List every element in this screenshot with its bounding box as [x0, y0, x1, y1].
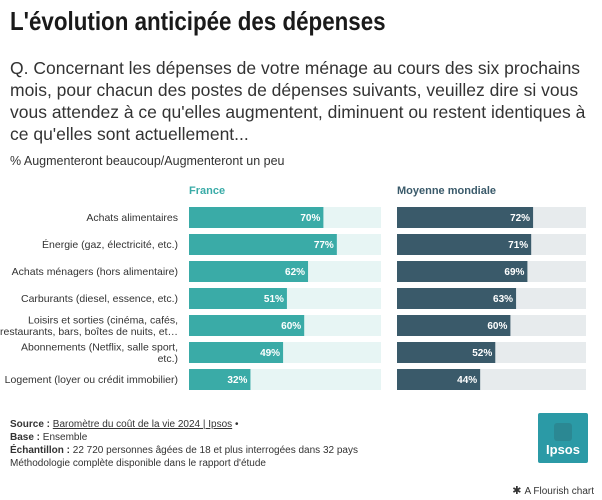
- bar-value-label: 60%: [487, 321, 507, 332]
- category-label: Loisirs et sorties (cinéma, cafés,: [28, 314, 178, 326]
- sample-label: Échantillon :: [10, 445, 70, 456]
- base-label: Base :: [10, 432, 41, 443]
- chart-svg: Achats alimentaires Énergie (gaz, électri…: [0, 185, 586, 390]
- bar: [189, 288, 287, 309]
- category-label: etc.): [158, 353, 178, 365]
- category-label: Carburants (diesel, essence, etc.): [21, 293, 178, 305]
- category-label: Achats alimentaires: [86, 212, 178, 224]
- bar-chart: Achats alimentaires Énergie (gaz, électri…: [0, 180, 602, 395]
- bar: [397, 342, 496, 363]
- bar-value-label: 44%: [457, 375, 477, 386]
- bar: [189, 369, 251, 390]
- category-label: Énergie (gaz, électricité, etc.): [42, 238, 178, 251]
- bar-value-label: 49%: [260, 348, 280, 359]
- bar: [397, 207, 534, 228]
- category-label: restaurants, bars, boîtes de nuits, et…: [0, 326, 178, 338]
- chart-title: L'évolution anticipée des dépenses: [10, 6, 386, 36]
- bar: [189, 207, 324, 228]
- bar-value-label: 72%: [510, 213, 530, 224]
- bar: [189, 342, 284, 363]
- bar: [189, 315, 305, 336]
- bar-value-label: 51%: [264, 294, 284, 305]
- series-title: France: [189, 185, 225, 197]
- source-line: Source : Baromètre du coût de la vie 202…: [10, 418, 530, 431]
- source-suffix: •: [232, 419, 239, 430]
- bar: [397, 315, 511, 336]
- source-label: Source :: [10, 419, 51, 430]
- bar: [397, 288, 517, 309]
- series-title: Moyenne mondiale: [397, 185, 496, 197]
- flourish-credit-text: A Flourish chart: [524, 486, 594, 497]
- chart-footer: Source : Baromètre du coût de la vie 202…: [10, 418, 530, 470]
- methodology-line: Méthodologie complète disponible dans le…: [10, 458, 266, 469]
- category-label: Logement (loyer ou crédit immobilier): [5, 374, 178, 386]
- base-text: Ensemble: [40, 432, 88, 443]
- logo-mark-icon: [554, 423, 572, 441]
- bar: [189, 261, 309, 282]
- category-label: Abonnements (Netflix, salle sport,: [21, 341, 178, 353]
- bar: [189, 234, 337, 255]
- chart-subtitle: % Augmenteront beaucoup/Augmenteront un …: [10, 154, 285, 168]
- bar-value-label: 70%: [300, 213, 320, 224]
- bar-value-label: 63%: [493, 294, 513, 305]
- survey-question: Q. Concernant les dépenses de votre ména…: [10, 58, 586, 144]
- category-label: Achats ménagers (hors alimentaire): [12, 266, 178, 278]
- bar: [397, 369, 481, 390]
- base-line: Base : Ensemble: [10, 431, 530, 444]
- bar-value-label: 77%: [314, 240, 334, 251]
- ipsos-logo: Ipsos: [538, 413, 588, 463]
- flourish-credit[interactable]: ✱ A Flourish chart: [512, 484, 594, 497]
- sample-text: 22 720 personnes âgées de 18 et plus int…: [70, 445, 358, 456]
- bar: [397, 234, 532, 255]
- bar-value-label: 60%: [281, 321, 301, 332]
- bar: [397, 261, 528, 282]
- sample-line: Échantillon : 22 720 personnes âgées de …: [10, 444, 530, 457]
- source-link[interactable]: Baromètre du coût de la vie 2024 | Ipsos: [52, 419, 233, 430]
- bar-value-label: 62%: [285, 267, 305, 278]
- bar-value-label: 32%: [227, 375, 247, 386]
- logo-text: Ipsos: [546, 442, 580, 457]
- bar-value-label: 71%: [508, 240, 528, 251]
- bar-value-label: 52%: [472, 348, 492, 359]
- flourish-star-icon: ✱: [512, 485, 522, 497]
- bar-value-label: 69%: [504, 267, 524, 278]
